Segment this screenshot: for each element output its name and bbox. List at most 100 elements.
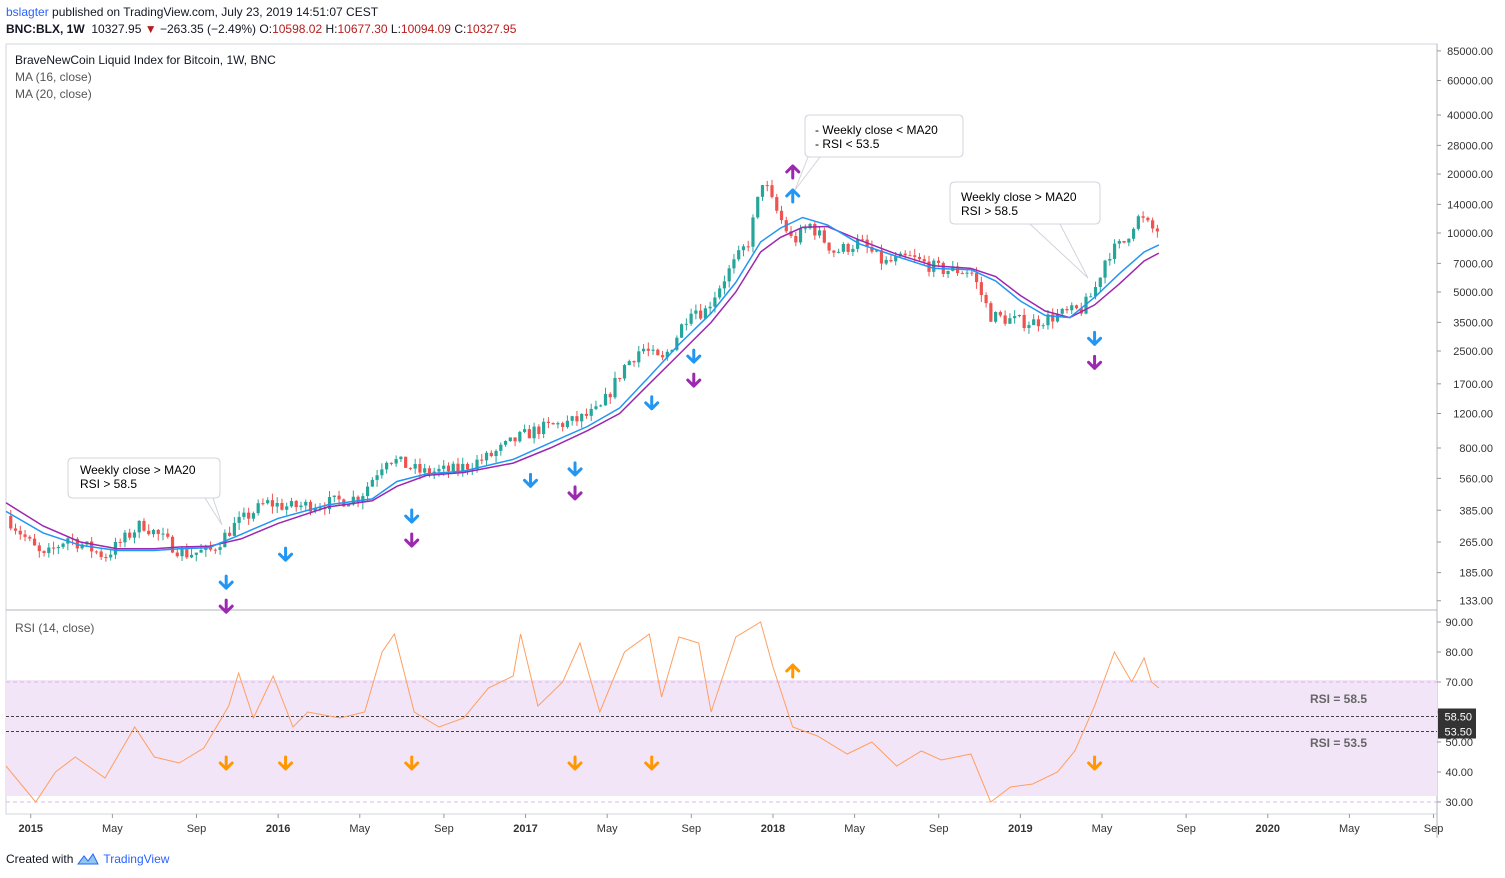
candle-body-5	[32, 538, 37, 546]
candle-body-235	[1127, 238, 1131, 243]
time-tick-label-8: Sep	[682, 823, 702, 835]
candle-body-80	[389, 462, 393, 464]
candle-body-113	[546, 421, 550, 424]
candle-body-49	[242, 512, 246, 517]
high-value: 10677.30	[337, 22, 388, 36]
annotation-3[interactable]: Weekly close > MA20 RSI > 58.5	[949, 181, 1101, 279]
candle-body-158	[760, 185, 765, 197]
chart-title: BraveNewCoin Liquid Index for Bitcoin, 1…	[15, 53, 276, 67]
candle-body-147	[708, 306, 712, 309]
price-tick-label-16: 265.00	[1459, 537, 1493, 549]
candle-body-101	[489, 452, 493, 457]
price-tick-label-3: 28000.00	[1447, 140, 1493, 152]
candle-body-6	[37, 545, 41, 552]
candle-body-2	[18, 530, 22, 535]
candle-body-161	[775, 197, 779, 211]
price-tick-label-9: 3500.00	[1453, 317, 1493, 329]
candle-body-1	[13, 528, 18, 531]
candle-body-151	[727, 268, 731, 282]
candle-body-3	[23, 534, 27, 537]
time-tick-label-13: May	[1092, 823, 1113, 835]
candle-body-58	[285, 506, 289, 510]
candle-body-11	[61, 543, 65, 548]
candle-body-124	[599, 405, 603, 407]
candle-body-73	[356, 496, 360, 503]
up-arrow-purple-7	[567, 485, 583, 501]
price-tick-label-7: 7000.00	[1453, 258, 1493, 270]
candle-body-144	[694, 310, 698, 314]
candle-body-152	[732, 259, 736, 269]
up-arrow-blue-13	[1087, 330, 1103, 346]
annotation-2[interactable]: - Weekly close < MA20 - RSI < 53.5	[794, 114, 964, 191]
candle-body-7	[42, 551, 46, 554]
candle-body-129	[622, 365, 627, 379]
candle-body-126	[608, 393, 612, 398]
candle-body-32	[161, 533, 165, 535]
candle-body-233	[1117, 240, 1121, 244]
candle-body-82	[399, 456, 403, 460]
candle-body-203	[974, 273, 979, 283]
annotation-1-line-2: RSI > 58.5	[80, 477, 137, 491]
candle-body-51	[251, 513, 256, 519]
candle-body-94	[456, 463, 460, 472]
candle-body-169	[813, 223, 817, 236]
candle-body-15	[80, 544, 84, 549]
price-tick-label-11: 1700.00	[1453, 379, 1493, 391]
candle-body-239	[1146, 217, 1150, 221]
candle-body-121	[584, 413, 589, 416]
candle-body-21	[109, 554, 113, 558]
candle-body-56	[275, 502, 279, 507]
time-tick-label-12: 2019	[1008, 823, 1032, 835]
candle-body-25	[128, 532, 132, 538]
candle-body-0	[9, 515, 13, 529]
candle-body-186	[894, 256, 898, 262]
candle-body-29	[147, 530, 151, 535]
candle-body-236	[1131, 228, 1136, 239]
candle-body-87	[423, 468, 427, 473]
symbol-label: BNC:BLX, 1W	[6, 22, 85, 36]
candle-body-83	[404, 456, 408, 468]
annotation-1[interactable]: Weekly close > MA20 RSI > 58.5	[67, 457, 223, 526]
candle-body-55	[270, 500, 275, 507]
candle-body-68	[332, 495, 336, 498]
rsi-tick-label-1: 80.00	[1445, 647, 1473, 659]
candle-body-208	[998, 312, 1002, 316]
open-label: O:	[259, 22, 273, 36]
time-tick-label-6: 2017	[513, 823, 537, 835]
rsi-down-arrow-5	[785, 663, 801, 679]
tradingview-brand-link[interactable]: TradingView	[103, 852, 170, 866]
close-label: C:	[454, 22, 467, 36]
footer: Created with TradingView	[6, 852, 169, 866]
candle-body-213	[1022, 314, 1026, 328]
publish-header: bslagter published on TradingView.com, J…	[6, 5, 378, 19]
candle-body-181	[870, 246, 874, 252]
candle-body-79	[385, 462, 389, 470]
price-tick-label-10: 2500.00	[1453, 346, 1493, 358]
author-link[interactable]: bslagter	[6, 5, 49, 19]
candle-body-57	[280, 502, 284, 510]
candle-body-34	[170, 536, 175, 553]
time-tick-label-7: May	[597, 823, 618, 835]
candle-body-76	[370, 479, 374, 487]
candle-body-109	[527, 429, 531, 439]
price-tick-label-6: 10000.00	[1447, 228, 1493, 240]
up-arrow-blue-8	[644, 395, 660, 411]
candle-body-128	[618, 377, 622, 379]
candle-body-37	[185, 549, 189, 558]
candle-body-85	[413, 463, 417, 469]
candle-body-201	[965, 272, 969, 274]
down-arrow-purple-12	[785, 164, 801, 180]
candle-body-77	[375, 475, 379, 480]
rsi-tick-label-6: 30.00	[1445, 797, 1473, 809]
rsi-up-arrow-4	[644, 755, 660, 771]
candle-body-150	[722, 281, 727, 289]
candle-body-140	[675, 337, 679, 350]
time-tick-label-0: 2015	[18, 823, 42, 835]
candle-body-125	[603, 393, 608, 406]
candle-body-131	[632, 361, 636, 363]
candle-body-202	[970, 272, 974, 274]
candle-body-221	[1060, 308, 1064, 314]
candle-body-133	[641, 348, 646, 352]
candle-body-104	[503, 441, 508, 445]
